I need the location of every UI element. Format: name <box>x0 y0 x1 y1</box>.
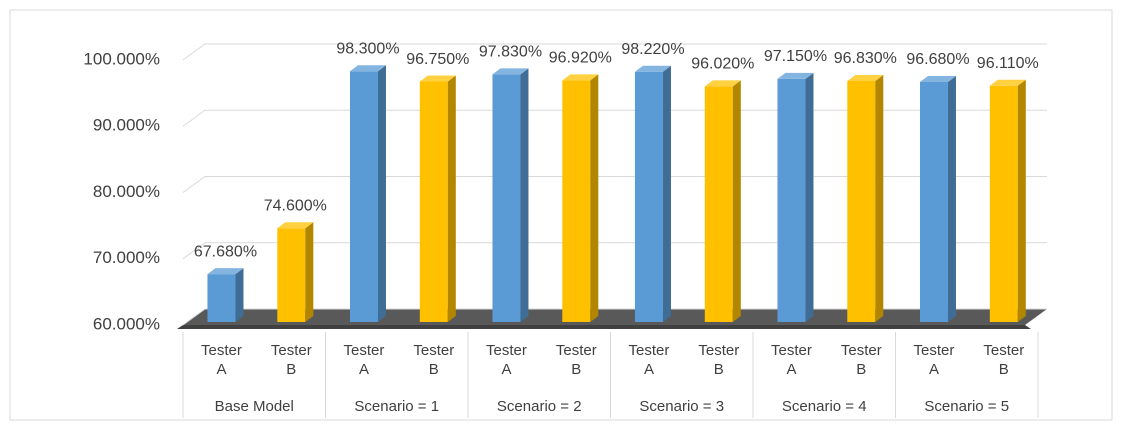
bar <box>989 79 1026 323</box>
sub-category-label: Tester B <box>270 342 312 378</box>
y-tick-label: 70.000% <box>93 248 160 267</box>
bar-side <box>1017 79 1026 323</box>
bar <box>349 65 386 322</box>
bar-side <box>305 222 314 322</box>
sub-category-label: Tester B <box>555 342 597 378</box>
group-label: Scenario = 5 <box>924 398 1009 415</box>
value-label: 98.220% <box>621 41 684 58</box>
bar <box>562 74 599 322</box>
sub-category-label: Tester B <box>983 342 1025 378</box>
bar <box>277 222 314 322</box>
value-label: 96.830% <box>834 50 897 67</box>
grid-line <box>182 242 1047 260</box>
bar-top <box>704 80 741 87</box>
bar-front <box>634 71 663 322</box>
value-label: 96.680% <box>906 51 969 68</box>
bar <box>634 65 671 322</box>
value-label: 96.920% <box>549 50 612 67</box>
y-tick-label: 80.000% <box>93 182 160 201</box>
bar-side <box>662 65 671 322</box>
bar-top <box>847 75 884 82</box>
sub-category-label: Tester B <box>840 342 882 378</box>
bar-top <box>349 65 386 72</box>
bar-side <box>947 75 956 323</box>
value-label: 96.750% <box>406 51 469 68</box>
sub-category-label: Tester A <box>486 342 527 378</box>
bar <box>207 268 244 322</box>
bar-side <box>875 75 884 322</box>
floor <box>183 309 1047 325</box>
bar-top <box>634 65 671 72</box>
bar <box>919 75 956 323</box>
bar-side <box>805 72 814 322</box>
bar-top <box>989 79 1026 86</box>
value-label: 96.110% <box>977 55 1039 72</box>
bar-top <box>419 75 456 82</box>
y-tick-label: 100.000% <box>83 49 160 68</box>
bar <box>777 72 814 322</box>
y-tick-label: 60.000% <box>93 314 160 333</box>
bar-front <box>704 86 733 323</box>
value-label: 97.830% <box>479 44 542 61</box>
bar-front <box>919 81 948 323</box>
sub-category-label: Tester A <box>628 342 670 378</box>
value-label: 96.020% <box>691 56 754 73</box>
bar-front <box>492 74 521 322</box>
bar-side <box>377 65 386 322</box>
bar-front <box>207 274 236 322</box>
group-label: Scenario = 3 <box>639 398 724 415</box>
bar-front <box>277 228 306 322</box>
bar-top <box>919 75 956 82</box>
group-label: Scenario = 4 <box>782 398 867 415</box>
group-label: Base Model <box>215 398 294 415</box>
value-label: 97.150% <box>764 48 827 65</box>
sub-category-label: Tester A <box>343 342 385 378</box>
bar-top <box>777 72 814 79</box>
bar-side <box>235 268 244 322</box>
bar-front <box>419 81 448 322</box>
value-label: 98.300% <box>336 40 399 57</box>
sub-category-label: Tester B <box>698 342 740 378</box>
bar-side <box>447 75 456 322</box>
floor-edge <box>177 325 1031 329</box>
bar-side <box>520 68 529 322</box>
bar-side <box>732 80 741 323</box>
grid-line <box>182 109 1047 127</box>
bar <box>419 75 456 322</box>
bar <box>704 80 741 323</box>
bar <box>492 68 529 322</box>
bar-top <box>562 74 599 81</box>
bar-side <box>590 74 599 322</box>
bar-front <box>562 80 591 322</box>
y-tick-label: 90.000% <box>93 116 160 135</box>
sub-category-label: Tester A <box>913 342 955 378</box>
group-label: Scenario = 2 <box>497 398 582 415</box>
grid-line <box>182 43 1047 61</box>
grid-line <box>182 176 1047 193</box>
bar-front <box>349 71 378 322</box>
chart-frame <box>9 9 1113 421</box>
bar <box>847 75 884 322</box>
sub-category-label: Tester A <box>201 342 242 378</box>
bar-front <box>989 85 1018 323</box>
sub-category-label: Tester B <box>413 342 455 378</box>
bar-front <box>847 81 876 322</box>
grid-line <box>182 308 1047 326</box>
value-label: 74.600% <box>264 197 327 214</box>
bar-top <box>207 268 244 275</box>
sub-category-label: Tester A <box>771 342 812 378</box>
value-label: 67.680% <box>194 243 257 260</box>
bar-top <box>277 222 314 229</box>
bar-top <box>492 68 529 75</box>
group-label: Scenario = 1 <box>354 398 439 415</box>
bar-front <box>777 78 806 322</box>
